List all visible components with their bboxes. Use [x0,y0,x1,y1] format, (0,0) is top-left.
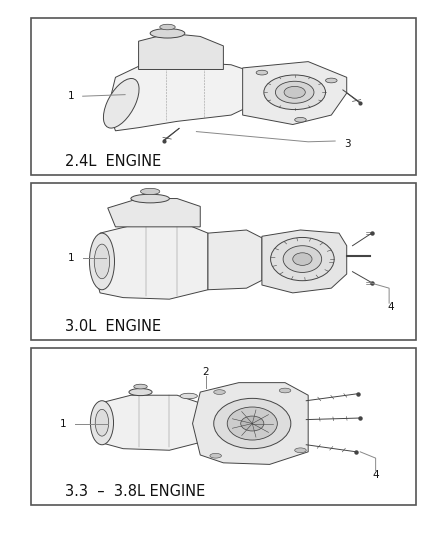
Ellipse shape [180,393,198,399]
Text: 3.0L  ENGINE: 3.0L ENGINE [65,319,162,334]
Ellipse shape [94,244,110,279]
Text: 1: 1 [68,91,74,101]
Ellipse shape [129,389,152,395]
Ellipse shape [283,246,321,272]
Ellipse shape [90,401,113,445]
Text: 1: 1 [60,418,67,429]
Ellipse shape [160,25,175,30]
Polygon shape [138,33,223,69]
Ellipse shape [134,384,147,389]
Ellipse shape [214,398,291,449]
Polygon shape [92,224,208,299]
Text: 1: 1 [68,253,74,263]
Text: 3.3  –  3.8L ENGINE: 3.3 – 3.8L ENGINE [65,484,205,499]
Ellipse shape [276,81,314,103]
Ellipse shape [214,390,225,394]
Ellipse shape [150,29,185,38]
Polygon shape [108,62,254,131]
Ellipse shape [241,416,264,431]
Ellipse shape [293,253,312,265]
Ellipse shape [295,117,306,122]
Ellipse shape [210,454,222,458]
Ellipse shape [141,188,160,195]
Ellipse shape [131,194,170,203]
Ellipse shape [227,407,277,440]
Ellipse shape [271,238,334,281]
Polygon shape [193,383,308,464]
Polygon shape [243,62,347,125]
Ellipse shape [95,409,109,436]
Polygon shape [108,198,200,227]
Ellipse shape [264,75,325,110]
Ellipse shape [89,233,114,290]
Ellipse shape [256,70,268,75]
Ellipse shape [325,78,337,83]
Text: 3: 3 [344,139,351,149]
Polygon shape [262,230,347,293]
Ellipse shape [284,86,305,98]
Text: 2.4L  ENGINE: 2.4L ENGINE [65,154,162,168]
Polygon shape [92,395,200,450]
Ellipse shape [103,78,139,128]
Ellipse shape [279,388,291,393]
Polygon shape [208,230,262,290]
Text: 4: 4 [372,470,379,480]
Text: 4: 4 [388,302,394,312]
Ellipse shape [295,448,306,453]
Text: 2: 2 [203,367,209,377]
